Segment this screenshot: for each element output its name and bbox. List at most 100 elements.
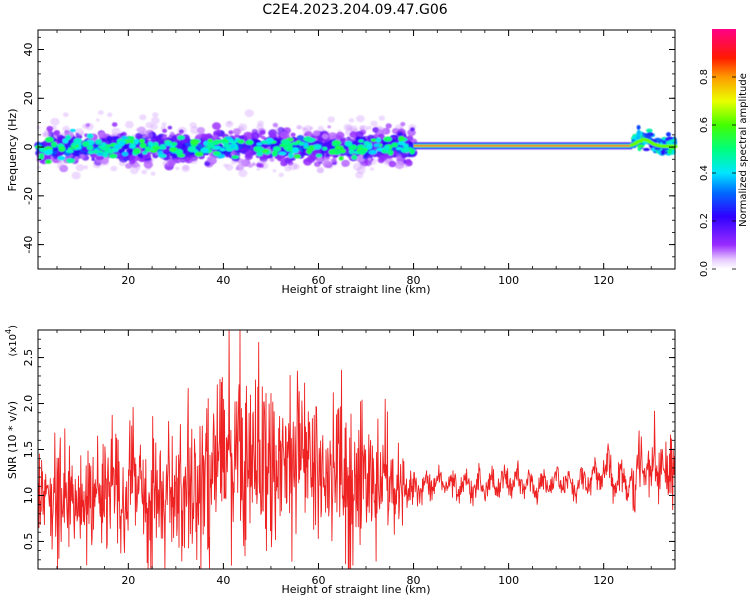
heatmap-cell — [108, 153, 118, 159]
heatmap-cell — [349, 131, 358, 139]
heatmap-cell — [175, 141, 183, 148]
heatmap-cell — [370, 120, 378, 127]
heatmap-cell — [660, 149, 666, 155]
colorbar-label: Normalized spectral amplitude — [738, 73, 749, 227]
heatmap-cell — [290, 141, 300, 146]
heatmap-cell — [168, 159, 176, 167]
heatmap-cell — [143, 131, 153, 140]
heatmap-cell — [404, 164, 408, 168]
heatmap-cell — [256, 142, 263, 146]
heatmap-cell — [315, 156, 323, 163]
snr-border — [37, 329, 676, 570]
heatmap-x-label: Height of straight line (km) — [281, 283, 430, 296]
heatmap-cell — [62, 112, 69, 118]
heatmap-cell — [256, 162, 262, 168]
heatmap-cell — [165, 140, 171, 146]
heatmap-cell — [170, 131, 175, 136]
snr-x-label: Height of straight line (km) — [281, 583, 430, 596]
heatmap-cell — [45, 136, 54, 143]
heatmap-cell — [73, 156, 80, 161]
heatmap-cell — [327, 125, 332, 129]
heatmap-cell — [293, 154, 301, 159]
heatmap-cell — [271, 150, 278, 157]
heatmap-cell — [400, 147, 410, 153]
heatmap-cell — [284, 165, 292, 172]
colorbar-tick-label: 0.6 — [699, 117, 710, 133]
snr-y-multiplier-base: (x10 — [8, 334, 19, 357]
heatmap-cell — [65, 149, 74, 154]
snr-frame — [38, 330, 675, 569]
heatmap-cell — [237, 139, 245, 144]
heatmap-cell — [93, 149, 99, 154]
heatmap-cell — [36, 125, 41, 130]
heatmap-cell — [46, 125, 54, 132]
heatmap-cell — [383, 145, 390, 151]
heatmap-cell — [256, 146, 263, 150]
heatmap-cell — [391, 142, 399, 148]
heatmap-cell — [129, 154, 139, 163]
heatmap-cell — [292, 147, 299, 154]
heatmap-cell — [298, 141, 305, 146]
heatmap-cell — [388, 160, 397, 168]
heatmap-x-tick-label: 120 — [593, 274, 614, 287]
heatmap-cell — [397, 132, 403, 137]
heatmap-cell — [322, 133, 329, 140]
heatmap-cell — [189, 157, 198, 165]
colorbar-tick-label: 0.8 — [699, 69, 710, 85]
snr-x-tick-label: 20 — [121, 574, 135, 587]
heatmap-cell — [44, 149, 53, 155]
heatmap-cell — [238, 169, 248, 178]
heatmap-cell — [167, 125, 173, 130]
heatmap-cell — [256, 151, 264, 157]
heatmap-cell — [395, 153, 403, 160]
heatmap-cell — [175, 166, 180, 171]
heatmap-y-label: Frequency (Hz) — [6, 109, 19, 192]
heatmap-cell — [383, 136, 392, 142]
heatmap-cell — [66, 158, 76, 164]
heatmap-cell — [98, 131, 105, 137]
heatmap-cell — [150, 171, 156, 176]
heatmap-cell — [45, 159, 52, 164]
heatmap-cell — [139, 142, 147, 149]
colorbar-tick-label: 0.0 — [699, 261, 710, 277]
heatmap-cell — [327, 116, 335, 123]
heatmap-cell — [317, 125, 324, 131]
heatmap-cell — [53, 155, 58, 160]
colorbar-tick-label: 0.4 — [699, 165, 710, 181]
snr-x-tick-label: 80 — [407, 574, 421, 587]
heatmap-cell — [196, 143, 203, 149]
heatmap-cell — [396, 146, 403, 151]
heatmap-cell — [667, 149, 672, 155]
heatmap-cell — [356, 166, 366, 175]
colorbar-gradient — [712, 29, 736, 269]
heatmap-cell — [665, 137, 669, 142]
snr-y-label: SNR (10 * v/v) — [6, 401, 19, 479]
heatmap-cell — [147, 141, 154, 147]
heatmap-cell — [52, 125, 57, 130]
heatmap-cell — [62, 125, 70, 132]
heatmap-cell — [385, 123, 392, 129]
heatmap-y-tick-label: -20 — [22, 187, 35, 205]
heatmap-cell — [356, 115, 365, 123]
heatmap-cell — [402, 143, 409, 148]
snr-y-tick-label: 1.5 — [22, 441, 35, 459]
heatmap-cell — [261, 161, 266, 165]
heatmap-cell — [260, 135, 266, 140]
heatmap-cell — [212, 134, 218, 140]
heatmap-cell — [332, 148, 338, 154]
heatmap-cell — [38, 153, 45, 158]
heatmap-cell — [266, 138, 274, 143]
heatmap-cell — [71, 171, 81, 180]
heatmap-cell — [358, 139, 364, 143]
heatmap-cell — [86, 145, 94, 151]
heatmap-cell — [303, 136, 312, 142]
heatmap-cell — [194, 151, 204, 157]
heatmap-x-tick-label: 40 — [216, 274, 230, 287]
heatmap-cell — [162, 128, 168, 133]
heatmap-cell — [151, 117, 160, 125]
figure-title: C2E4.2023.204.09.47.G06 — [262, 2, 447, 18]
snr-y-tick-label: 2.0 — [22, 395, 35, 413]
heatmap-cell — [79, 154, 86, 160]
heatmap-cell — [405, 158, 412, 164]
heatmap-cell — [212, 122, 221, 130]
